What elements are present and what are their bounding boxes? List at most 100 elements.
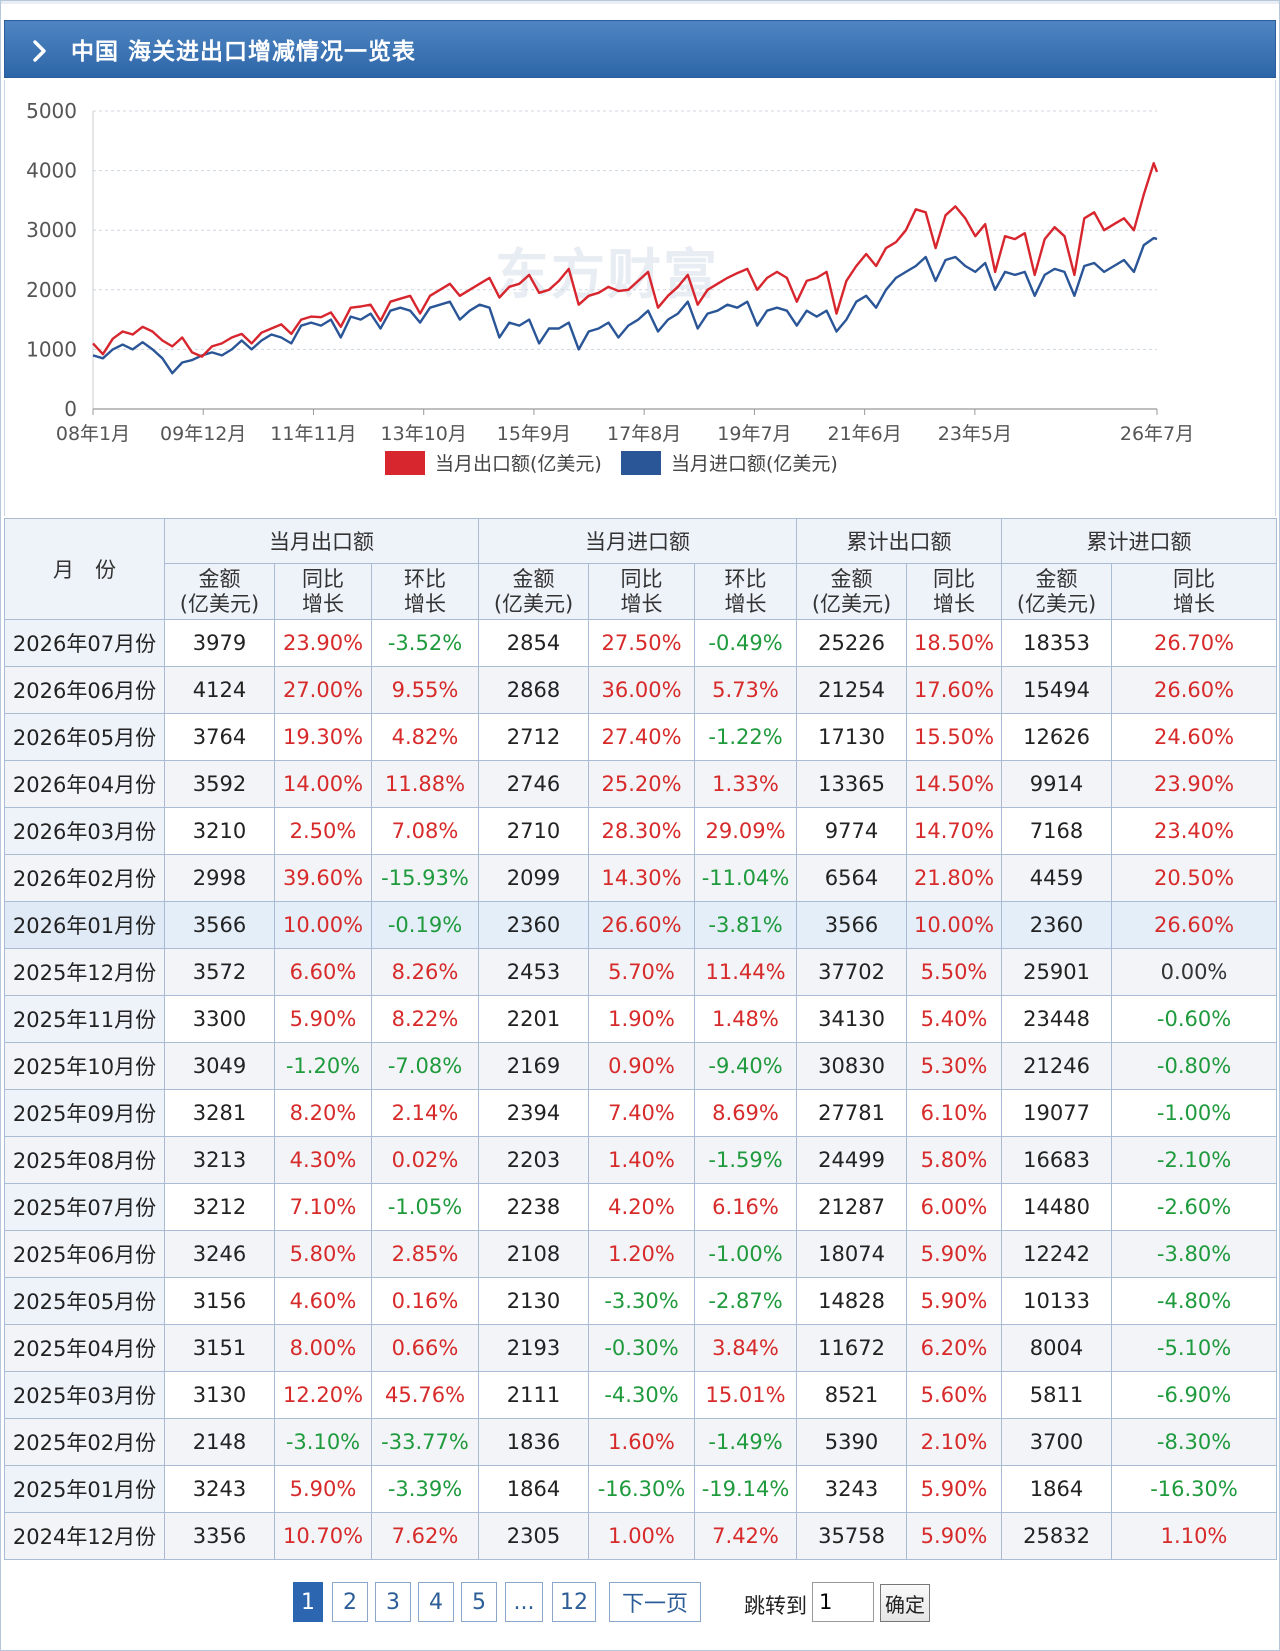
amount-cell: 2193 xyxy=(478,1324,590,1372)
growth-cell: 6.00% xyxy=(906,1183,1003,1231)
x-tick-label: 15年9月 xyxy=(497,423,571,445)
month-cell: 2025年09月份 xyxy=(4,1089,165,1137)
growth-cell: 8.69% xyxy=(694,1089,798,1137)
y-tick-label: 3000 xyxy=(26,218,77,242)
table-row: 2026年04月份 3592 14.00% 11.88% 2746 25.20% 1.33%… xyxy=(4,760,1278,808)
amount-cell: 5811 xyxy=(1001,1371,1113,1419)
growth-cell: 7.08% xyxy=(370,807,480,855)
amount-cell: 2453 xyxy=(478,948,590,996)
amount-cell: 9914 xyxy=(1001,760,1113,808)
y-tick-label: 5000 xyxy=(26,99,77,123)
growth-cell: 26.70% xyxy=(1111,619,1278,667)
amount-cell: 2360 xyxy=(1001,901,1113,949)
growth-cell: -1.49% xyxy=(694,1418,798,1466)
month-cell: 2025年10月份 xyxy=(4,1042,165,1090)
growth-cell: 2.14% xyxy=(370,1089,480,1137)
growth-cell: -3.30% xyxy=(588,1277,696,1325)
page-button-5[interactable]: 5 xyxy=(461,1582,497,1622)
growth-cell: 10.70% xyxy=(274,1512,372,1560)
x-tick-label: 19年7月 xyxy=(717,423,791,445)
amount-cell: 6564 xyxy=(796,854,908,902)
growth-cell: 36.00% xyxy=(588,666,696,714)
growth-cell: 5.90% xyxy=(906,1230,1003,1278)
amount-cell: 19077 xyxy=(1001,1089,1113,1137)
amount-cell: 1864 xyxy=(1001,1465,1113,1513)
table-row: 2026年06月份 4124 27.00% 9.55% 2868 36.00% 5.73% 2… xyxy=(4,666,1278,714)
amount-cell: 2360 xyxy=(478,901,590,949)
growth-cell: -4.80% xyxy=(1111,1277,1278,1325)
page-button-3[interactable]: 3 xyxy=(375,1582,411,1622)
jump-page-input[interactable] xyxy=(812,1582,874,1622)
growth-cell: -7.08% xyxy=(370,1042,480,1090)
x-tick-label: 26年7月 xyxy=(1120,423,1194,445)
growth-cell: -0.80% xyxy=(1111,1042,1278,1090)
amount-cell: 2169 xyxy=(478,1042,590,1090)
chart-area: 东方财富 0 1000 2000 3000 4000 5000 08年1月 09年12月 11年… xyxy=(4,80,1276,516)
growth-cell: 26.60% xyxy=(1111,666,1278,714)
growth-cell: 29.09% xyxy=(694,807,798,855)
growth-cell: 8.00% xyxy=(274,1324,372,1372)
growth-cell: -9.40% xyxy=(694,1042,798,1090)
amount-cell: 35758 xyxy=(796,1512,908,1560)
growth-cell: 27.00% xyxy=(274,666,372,714)
amount-cell: 3356 xyxy=(164,1512,275,1560)
amount-cell: 2099 xyxy=(478,854,590,902)
group-header-export-monthly: 当月出口额 xyxy=(163,518,480,564)
amount-cell: 34130 xyxy=(796,995,908,1043)
page-ellipsis: ... xyxy=(505,1582,543,1622)
growth-cell: -3.81% xyxy=(694,901,798,949)
amount-cell: 3243 xyxy=(796,1465,908,1513)
growth-cell: 19.30% xyxy=(274,713,372,761)
subheader-yoy-import-cumulative: 同比 增长 xyxy=(1111,563,1278,620)
chevron-right-icon[interactable] xyxy=(31,40,49,62)
table-row: 2025年04月份 3151 8.00% 0.66% 2193 -0.30% 3.84% 11… xyxy=(4,1324,1278,1372)
growth-cell: -3.80% xyxy=(1111,1230,1278,1278)
watermark-text: 东方财富 xyxy=(495,243,719,306)
amount-cell: 9774 xyxy=(796,807,908,855)
growth-cell: 17.60% xyxy=(906,666,1003,714)
growth-cell: 14.50% xyxy=(906,760,1003,808)
next-page-button[interactable]: 下一页 xyxy=(609,1582,701,1622)
growth-cell: -33.77% xyxy=(370,1418,480,1466)
amount-cell: 15494 xyxy=(1001,666,1113,714)
x-tick-label: 09年12月 xyxy=(160,423,246,445)
y-tick-label: 1000 xyxy=(26,337,77,361)
growth-cell: -1.00% xyxy=(1111,1089,1278,1137)
month-cell: 2025年12月份 xyxy=(4,948,165,996)
amount-cell: 21254 xyxy=(796,666,908,714)
growth-cell: -3.52% xyxy=(370,619,480,667)
amount-cell: 3210 xyxy=(164,807,275,855)
growth-cell: -4.30% xyxy=(588,1371,696,1419)
page-button-4[interactable]: 4 xyxy=(418,1582,454,1622)
amount-cell: 7168 xyxy=(1001,807,1113,855)
growth-cell: 6.60% xyxy=(274,948,372,996)
growth-cell: 1.48% xyxy=(694,995,798,1043)
growth-cell: 20.50% xyxy=(1111,854,1278,902)
amount-cell: 12242 xyxy=(1001,1230,1113,1278)
amount-cell: 3130 xyxy=(164,1371,275,1419)
table-row: 2026年03月份 3210 2.50% 7.08% 2710 28.30% 29.09% 9… xyxy=(4,807,1278,855)
pagination: 1 2 3 4 5 ... 12 下一页 跳转到 确定 xyxy=(0,1578,1280,1630)
amount-cell: 14828 xyxy=(796,1277,908,1325)
growth-cell: 2.10% xyxy=(906,1418,1003,1466)
growth-cell: 1.90% xyxy=(588,995,696,1043)
growth-cell: -19.14% xyxy=(694,1465,798,1513)
growth-cell: 5.90% xyxy=(906,1512,1003,1560)
growth-cell: 5.70% xyxy=(588,948,696,996)
group-header-import-monthly: 当月进口额 xyxy=(478,518,798,564)
growth-cell: 10.00% xyxy=(274,901,372,949)
growth-cell: -11.04% xyxy=(694,854,798,902)
amount-cell: 3300 xyxy=(164,995,275,1043)
month-cell: 2025年05月份 xyxy=(4,1277,165,1325)
table-row: 2025年05月份 3156 4.60% 0.16% 2130 -3.30% -2.87% 1… xyxy=(4,1277,1278,1325)
growth-cell: 0.00% xyxy=(1111,948,1278,996)
growth-cell: -8.30% xyxy=(1111,1418,1278,1466)
confirm-button[interactable]: 确定 xyxy=(880,1584,930,1622)
growth-cell: 0.66% xyxy=(370,1324,480,1372)
page-button-2[interactable]: 2 xyxy=(332,1582,368,1622)
growth-cell: 9.55% xyxy=(370,666,480,714)
page-button-12[interactable]: 12 xyxy=(552,1582,596,1622)
page-button-1[interactable]: 1 xyxy=(293,1582,323,1622)
growth-cell: 15.01% xyxy=(694,1371,798,1419)
month-cell: 2026年01月份 xyxy=(4,901,165,949)
